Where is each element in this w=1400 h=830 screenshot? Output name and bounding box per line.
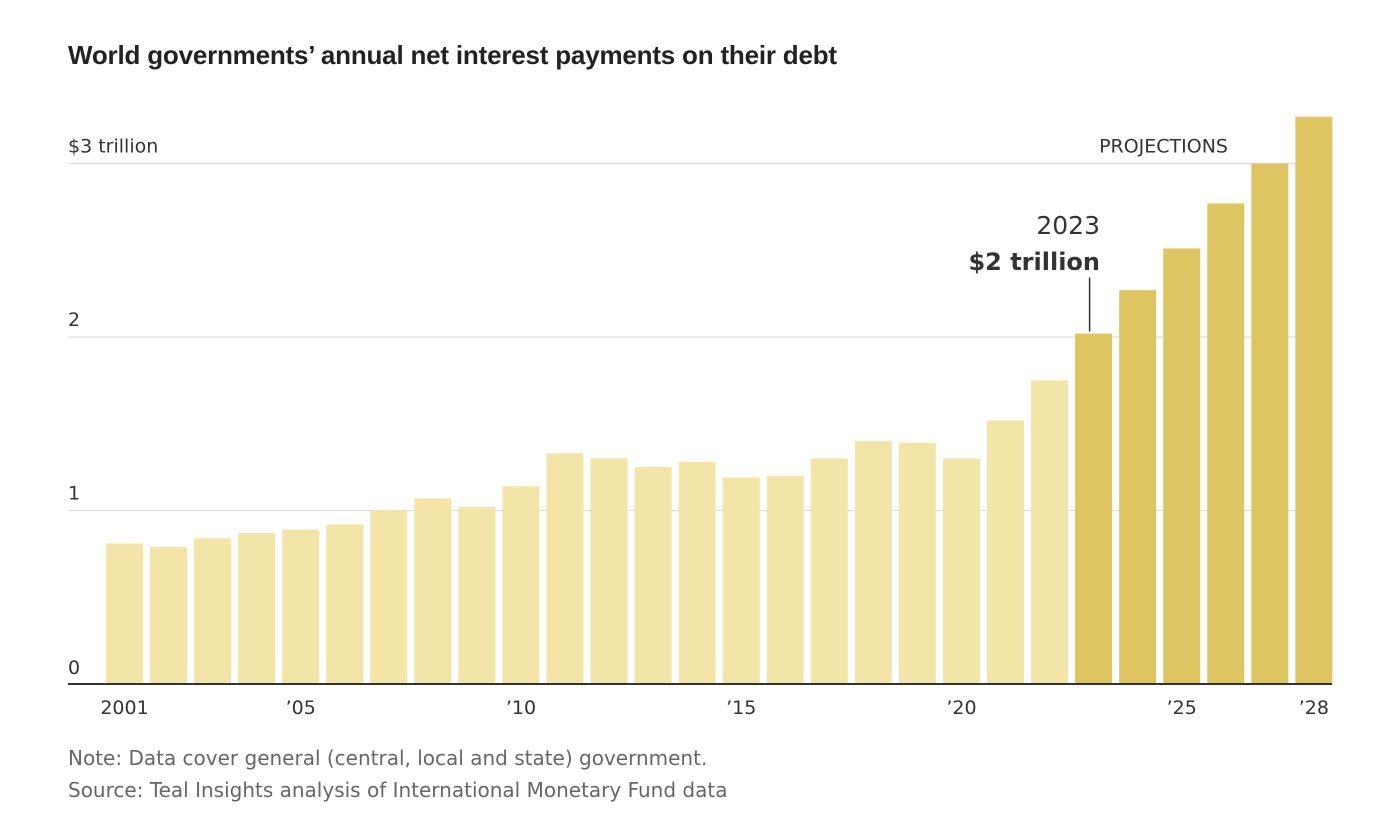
x-tick-label: ’25 [1167,697,1197,719]
bar [194,538,232,684]
bar [722,477,760,684]
note-text: Note: Data cover general (central, local… [68,746,708,770]
projection-bar [1251,163,1289,684]
annotation-year: 2023 [1036,211,1100,240]
bar [106,543,143,684]
bar [502,486,540,684]
projection-bar [1119,290,1157,684]
bar [370,510,408,684]
bar [678,461,716,684]
annotation-value: $2 trillion [968,248,1100,276]
projection-bar [1207,203,1245,684]
x-tick-label: ’05 [286,697,316,719]
projection-bar [1295,116,1333,684]
bar [458,507,496,684]
bar [854,441,892,684]
source-text: Source: Teal Insights analysis of Intern… [68,778,728,802]
chart-title: World governments’ annual net interest p… [68,40,837,70]
bar [414,498,452,684]
bar [810,458,848,684]
bar [987,420,1024,684]
y-tick-label: 2 [68,309,80,331]
projections-label: PROJECTIONS [1099,136,1228,158]
footnotes: Note: Data cover general (central, local… [68,742,727,806]
bar [634,467,672,684]
bar [150,546,188,684]
x-tick-label: ’10 [506,697,536,719]
bar [766,475,804,684]
y-tick-label: 1 [68,483,80,505]
y-tick-label: 0 [68,657,80,679]
projection-bar [1075,333,1113,684]
bar [546,453,584,684]
bar [326,524,364,684]
bar [942,458,980,684]
bar [590,458,628,684]
x-tick-label: ’28 [1299,697,1329,719]
x-tick-label: ’20 [946,697,976,719]
bar [1031,380,1069,684]
projection-bar [1163,248,1201,684]
bar [898,442,936,684]
x-tick-label: 2001 [100,697,148,719]
y-tick-label: $3 trillion [68,136,158,158]
bar [238,533,276,684]
x-tick-label: ’15 [726,697,756,719]
bar [282,529,320,684]
